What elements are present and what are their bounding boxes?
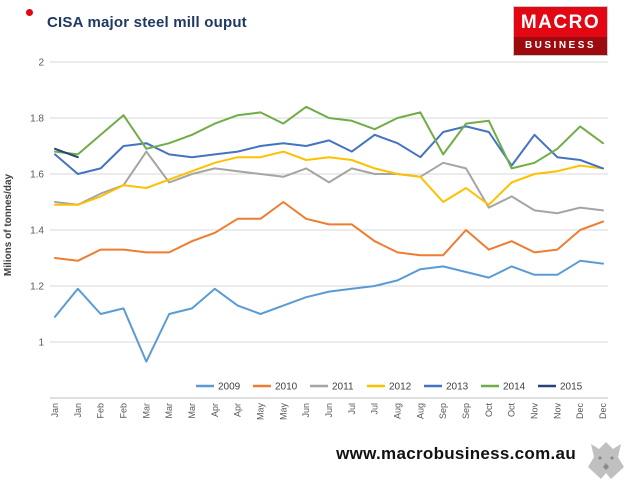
legend-label-2009: 2009 [218, 382, 241, 393]
x-tick-label: Mar [164, 403, 174, 419]
chart-title: CISA major steel mill ouput [47, 14, 247, 31]
series-line-2013 [54, 125, 604, 175]
logo-line-business: BUSINESS [514, 37, 607, 55]
x-tick-label: Mar [141, 403, 151, 419]
x-tick-label: May [256, 403, 266, 421]
x-tick-label: Apr [210, 403, 220, 417]
x-tick-label: Dec [575, 403, 585, 420]
x-tick-label: Feb [119, 403, 129, 419]
series-line-2009 [54, 259, 604, 363]
x-tick-label: Sep [438, 403, 448, 419]
wolf-logo-icon [588, 442, 624, 479]
red-dot-icon [26, 9, 33, 16]
logo-line-macro: MACRO [514, 7, 607, 37]
x-tick-label: Apr [233, 403, 243, 417]
x-tick-label: Jan [50, 403, 60, 418]
x-tick-label: May [278, 403, 288, 421]
legend-label-2012: 2012 [389, 382, 412, 393]
chart-svg: 2 1.8 1.6 1.4 1.2 1 Jan Jan Feb Feb Mar Mar Mar Apr Ap… [30, 58, 608, 421]
website-link[interactable]: www.macrobusiness.com.au [336, 444, 576, 463]
x-tick-label: Jun [324, 403, 334, 418]
x-tick-label: Aug [393, 403, 403, 419]
x-tick-label: Nov [530, 403, 540, 420]
x-tick-label: Oct [484, 403, 494, 418]
x-tick-label: Jun [301, 403, 311, 418]
series-line-2012 [54, 150, 604, 206]
macrobusiness-logo: MACRO BUSINESS [514, 7, 607, 55]
legend-label-2013: 2013 [446, 382, 469, 393]
legend-label-2015: 2015 [560, 382, 583, 393]
y-tick-label: 1.2 [30, 282, 44, 293]
legend-label-2011: 2011 [332, 382, 354, 393]
y-tick-label: 1.6 [30, 170, 44, 181]
x-tick-label: Mar [187, 403, 197, 419]
series-line-2010 [54, 201, 604, 262]
series-line-2011 [54, 150, 604, 215]
legend-label-2014: 2014 [503, 382, 526, 393]
x-tick-label: Aug [415, 403, 425, 419]
series-line-2015 [54, 147, 79, 159]
y-tick-label: 1.8 [30, 114, 44, 125]
x-tick-label: Jul [347, 403, 357, 415]
x-tick-label: Jul [370, 403, 380, 415]
legend-label-2010: 2010 [275, 382, 298, 393]
x-tick-label: Nov [552, 403, 562, 420]
x-tick-label: Jan [73, 403, 83, 418]
x-tick-label: Sep [461, 403, 471, 419]
y-tick-label: 1 [38, 338, 44, 349]
x-tick-label: Feb [96, 403, 106, 419]
y-tick-label: 1.4 [30, 226, 44, 237]
series-line-2014 [54, 105, 604, 170]
y-tick-label: 2 [38, 58, 44, 69]
x-tick-label: Oct [507, 403, 517, 418]
x-tick-label: Dec [598, 403, 608, 420]
